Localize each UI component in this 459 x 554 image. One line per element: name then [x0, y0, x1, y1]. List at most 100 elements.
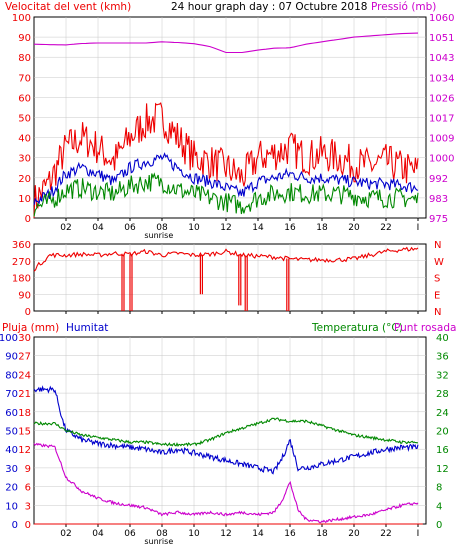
x-tick-label: 14	[252, 529, 264, 539]
x-tick-label: 10	[188, 223, 200, 233]
climate-panel: 1009080706050403020100302724211815129630…	[0, 333, 449, 546]
compass-axis-tick: E	[434, 290, 440, 301]
wind-axis-tick: 100	[12, 13, 31, 24]
x-tick-label: I	[417, 223, 420, 233]
x-tick-label: 20	[348, 529, 360, 539]
rain-axis-tick: 0	[25, 520, 31, 531]
pressure-axis-tick: 1009	[429, 134, 454, 145]
rain-axis-tick: 15	[18, 427, 31, 438]
x-tick-label: 10	[188, 529, 200, 539]
compass-axis-tick: N	[434, 307, 441, 318]
temperature-axis-tick: 12	[436, 464, 449, 475]
x-tick-label: 22	[380, 223, 391, 233]
humidity-axis-tick: 80	[5, 370, 18, 381]
pressure-axis-tick: 975	[429, 214, 448, 225]
humidity-axis-tick: 0	[12, 520, 18, 531]
rain-axis-tick: 3	[25, 501, 31, 512]
avg_wind-series-line	[33, 152, 419, 205]
temperature-axis-tick: 20	[436, 427, 449, 438]
rain-axis-tick: 12	[18, 445, 31, 456]
wind-axis-tick: 70	[18, 73, 31, 84]
compass-axis-tick: S	[434, 274, 440, 285]
x-tick-label: 04	[92, 223, 104, 233]
sunrise-label: sunrise	[144, 231, 173, 240]
direction-series-line	[33, 246, 419, 272]
x-tick-label: I	[417, 529, 420, 539]
humidity-axis-tick: 10	[5, 501, 18, 512]
pressure-axis-tick: 992	[429, 174, 448, 185]
temperature-axis-tick: 0	[436, 520, 442, 531]
rain-axis-tick: 21	[18, 389, 31, 400]
x-tick-label: 18	[316, 529, 328, 539]
direction-axis-tick: 270	[12, 257, 31, 268]
pressure-axis-tick: 983	[429, 194, 448, 205]
rain-axis-tick: 27	[18, 352, 31, 363]
wind-speed-label: Velocitat del vent (kmh)	[5, 1, 131, 13]
pressure-axis-tick: 1017	[429, 114, 454, 125]
humidity-axis-tick: 60	[5, 408, 18, 419]
wind-panel: 1009080706050403020100106010511043103410…	[12, 13, 455, 240]
humidity-axis-tick: 20	[5, 483, 18, 494]
rain-axis-tick: 30	[18, 333, 31, 344]
x-tick-label: 12	[220, 529, 231, 539]
x-tick-label: 18	[316, 223, 328, 233]
x-tick-label: 16	[284, 223, 296, 233]
direction-axis-tick: 0	[25, 307, 31, 318]
rain-axis-tick: 24	[18, 370, 31, 381]
temperature-axis-tick: 4	[436, 501, 442, 512]
direction-axis-tick: 360	[12, 240, 31, 251]
rain-axis-tick: 18	[18, 408, 31, 419]
wind-axis-tick: 90	[18, 33, 31, 44]
x-tick-label: 02	[60, 529, 71, 539]
x-tick-label: 20	[348, 223, 360, 233]
pressure-axis-tick: 1060	[429, 13, 454, 24]
humidity-axis-tick: 100	[0, 333, 18, 344]
temperature-axis-tick: 16	[436, 445, 449, 456]
x-tick-label: 02	[60, 223, 71, 233]
temperature-axis-tick: 32	[436, 370, 449, 381]
x-tick-label: 22	[380, 529, 391, 539]
x-tick-label: 08	[156, 223, 168, 233]
wind-axis-tick: 10	[18, 194, 31, 205]
dewpoint-series-line	[33, 442, 419, 524]
compass-axis-tick: N	[434, 240, 441, 251]
wind-axis-tick: 30	[18, 154, 31, 165]
wind-series-line	[33, 102, 419, 219]
humidity-label: Humitat	[66, 322, 108, 334]
wind-axis-tick: 60	[18, 93, 31, 104]
x-tick-label: 14	[252, 223, 264, 233]
wind-axis-tick: 0	[25, 214, 31, 225]
rain-axis-tick: 9	[25, 464, 31, 475]
x-tick-label: 04	[92, 529, 104, 539]
pressure-label: Pressió (mb)	[371, 1, 436, 13]
dewpoint-label: Punt rosada	[394, 322, 456, 334]
pressure-axis-tick: 1043	[429, 53, 454, 64]
wind-axis-tick: 20	[18, 174, 31, 185]
humidity-axis-tick: 40	[5, 445, 18, 456]
wind-axis-tick: 50	[18, 114, 31, 125]
x-tick-label: 08	[156, 529, 168, 539]
x-tick-label: 06	[124, 223, 136, 233]
humidity-series-line	[33, 385, 419, 475]
rain-axis-tick: 6	[25, 483, 31, 494]
humidity-axis-tick: 30	[5, 464, 18, 475]
direction-axis-tick: 180	[12, 274, 31, 285]
temperature-axis-tick: 36	[436, 352, 449, 363]
graph-title: 24 hour graph day : 07 Octubre 2018	[171, 1, 367, 13]
pressure-series-line	[33, 32, 419, 54]
temperature-axis-tick: 28	[436, 389, 449, 400]
wind-axis-tick: 80	[18, 53, 31, 64]
humidity-axis-tick: 90	[5, 352, 18, 363]
compass-axis-tick: W	[434, 257, 444, 268]
x-tick-label: 12	[220, 223, 231, 233]
temperature-axis-tick: 40	[436, 333, 449, 344]
temperature-axis-tick: 8	[436, 483, 442, 494]
humidity-axis-tick: 70	[5, 389, 18, 400]
temperature-axis-tick: 24	[436, 408, 449, 419]
x-tick-label: 06	[124, 529, 136, 539]
gust-series-line	[33, 172, 419, 217]
temperature-label: Temperatura (°C)	[311, 322, 403, 334]
wind-axis-tick: 40	[18, 134, 31, 145]
